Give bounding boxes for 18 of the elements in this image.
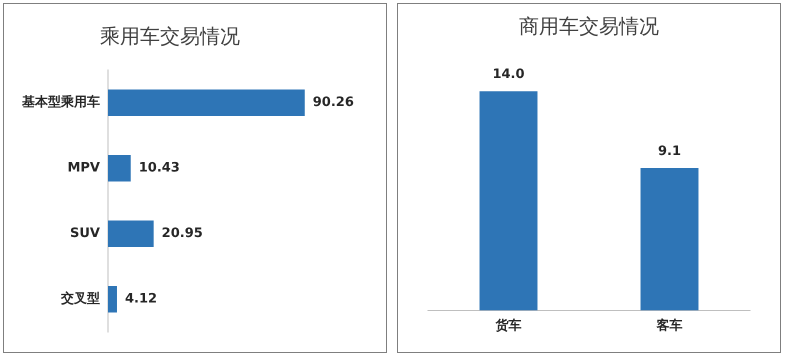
data-label: 4.12 bbox=[124, 292, 158, 307]
data-label: 9.1 bbox=[658, 144, 682, 159]
data-label: 20.95 bbox=[162, 226, 203, 242]
bar bbox=[108, 286, 117, 313]
y-tick-label: MPV bbox=[67, 160, 100, 176]
bar bbox=[108, 220, 154, 248]
y-tick-label: 交叉型 bbox=[60, 290, 100, 307]
chart-title: 乘用车交易情况 bbox=[100, 24, 240, 48]
x-tick-label: 货车 bbox=[494, 318, 522, 334]
x-tick-label: 客车 bbox=[656, 318, 682, 334]
y-tick-label: SUV bbox=[70, 226, 100, 242]
data-label: 10.43 bbox=[138, 160, 180, 176]
data-label: 14.0 bbox=[492, 67, 525, 82]
chart-title: 商用车交易情况 bbox=[519, 14, 659, 38]
bar bbox=[108, 154, 131, 182]
y-tick-label: 基本型乘用车 bbox=[21, 94, 100, 110]
bar bbox=[108, 89, 305, 116]
data-label: 90.26 bbox=[312, 95, 354, 110]
